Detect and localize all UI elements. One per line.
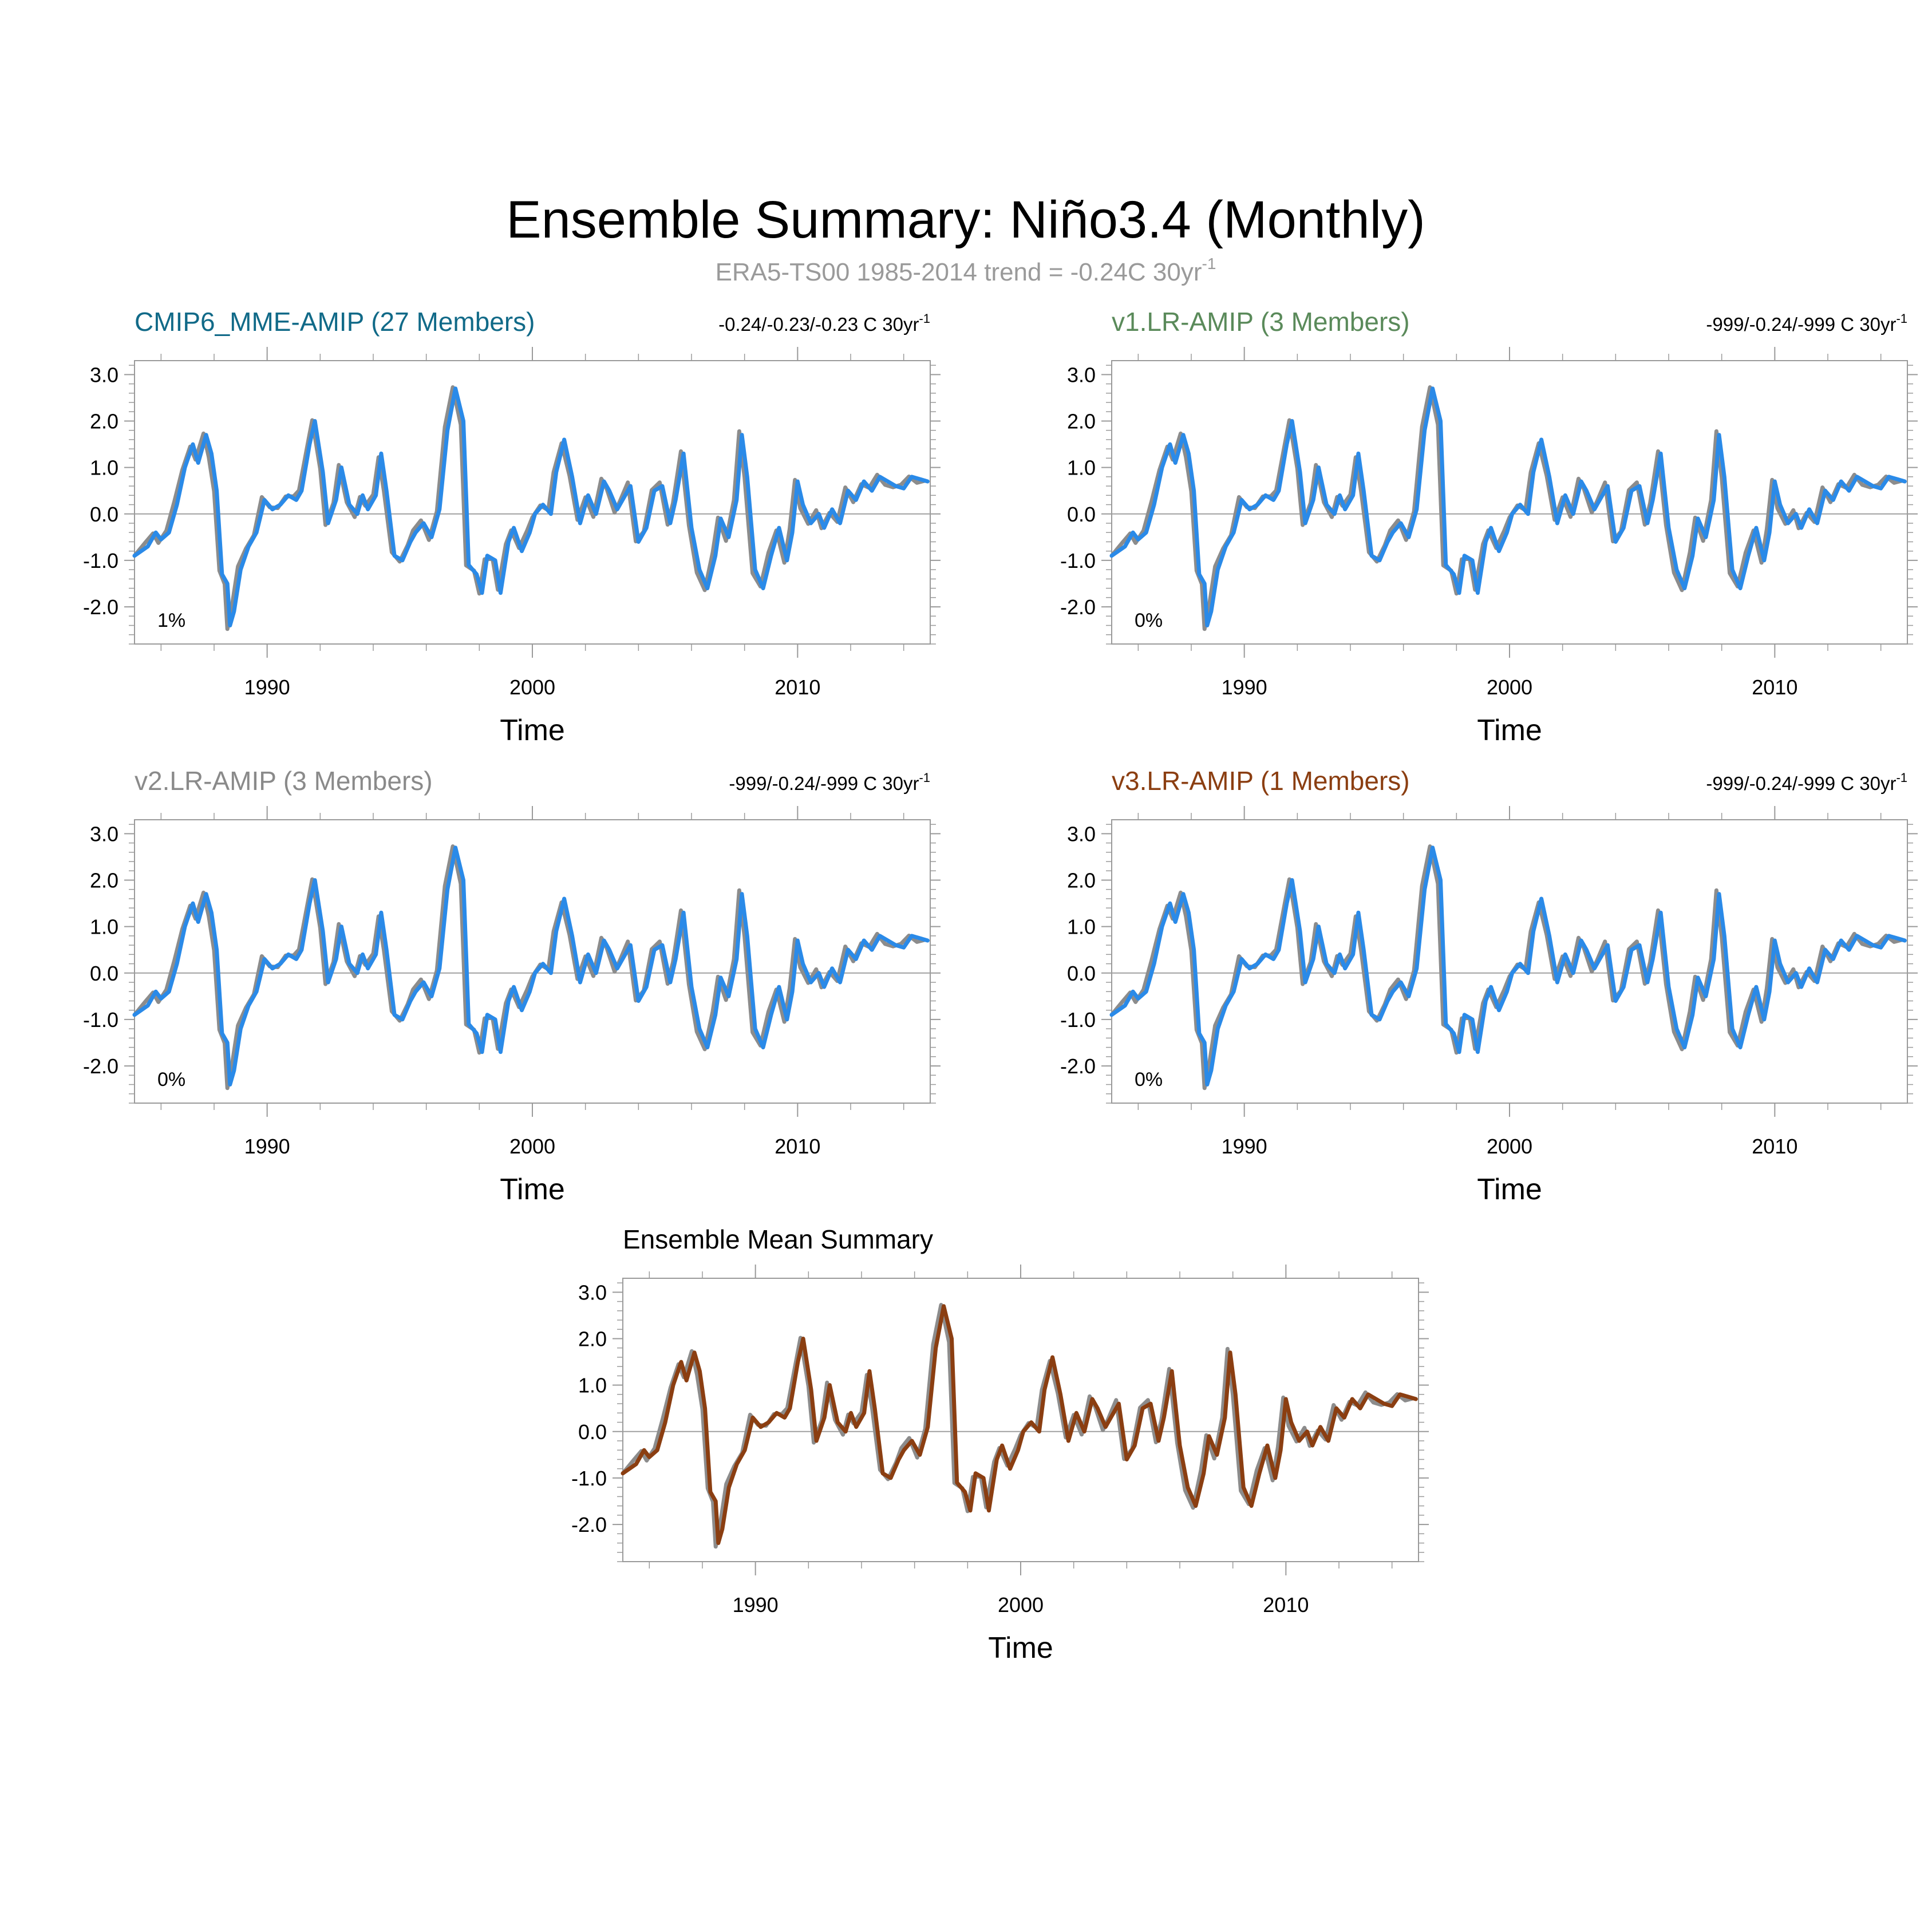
x-tick-label: 2000 <box>509 1135 555 1158</box>
panels: -2.0 -1.0 0.0 1.0 2.0 3.0 1990 2000 2010 1% CMIP6_… <box>83 307 1918 1665</box>
y-tick-label: 2.0 <box>90 409 118 433</box>
y-tick-label: 2.0 <box>578 1327 607 1350</box>
x-tick-label: 2000 <box>509 675 555 699</box>
x-tick-label: 2010 <box>1263 1593 1309 1617</box>
y-tick-label: 3.0 <box>578 1281 607 1304</box>
x-tick-label: 2010 <box>1752 1135 1797 1158</box>
series-line-observed <box>132 844 927 1091</box>
y-tick-label: -2.0 <box>571 1513 607 1536</box>
y-tick-label: 2.0 <box>1067 868 1096 892</box>
panel-trend-text: -999/-0.24/-999 C 30yr <box>1706 314 1896 335</box>
x-tick-label: 2010 <box>1752 675 1797 699</box>
panel-trend: -0.24/-0.23/-0.23 C 30yr-1 <box>718 311 930 335</box>
y-tick-label: 3.0 <box>90 822 118 846</box>
y-tick-label: -2.0 <box>83 595 118 619</box>
series-line-observed <box>1109 385 1905 631</box>
panel-p4: -2.0 -1.0 0.0 1.0 2.0 3.0 1990 2000 2010 0% v3.LR-… <box>1060 766 1918 1206</box>
x-tick-label: 1990 <box>1222 1135 1267 1158</box>
y-tick-label: 0.0 <box>90 503 118 526</box>
panel-title: v3.LR-AMIP (1 Members) <box>1112 766 1410 796</box>
series-line-model <box>621 1304 1418 1545</box>
panel-p3: -2.0 -1.0 0.0 1.0 2.0 3.0 1990 2000 2010 0% v2.LR-… <box>83 766 941 1206</box>
panel-trend: -999/-0.24/-999 C 30yr-1 <box>1706 771 1907 794</box>
figure-subtitle: ERA5-TS00 1985-2014 trend = -0.24C 30yr-… <box>716 255 1216 286</box>
panel-p2: -2.0 -1.0 0.0 1.0 2.0 3.0 1990 2000 2010 0% v1.LR-… <box>1060 307 1918 747</box>
y-tick-label: 3.0 <box>90 363 118 386</box>
x-axis-label: Time <box>500 714 565 747</box>
x-tick-label: 1990 <box>244 1135 290 1158</box>
x-axis-label: Time <box>988 1631 1053 1665</box>
figure-title: Ensemble Summary: Niño3.4 (Monthly) <box>506 191 1425 249</box>
panel-title: v1.LR-AMIP (3 Members) <box>1112 307 1410 337</box>
y-tick-label: -1.0 <box>1060 1008 1096 1032</box>
percent-label: 0% <box>157 1069 185 1091</box>
panel-trend-sup: -1 <box>919 771 930 785</box>
panel-trend-text: -999/-0.24/-999 C 30yr <box>1706 773 1896 794</box>
x-tick-label: 2010 <box>775 675 820 699</box>
y-tick-label: 0.0 <box>1067 962 1096 985</box>
x-tick-label: 1990 <box>1222 675 1267 699</box>
y-tick-label: 3.0 <box>1067 822 1096 846</box>
y-tick-label: 2.0 <box>90 868 118 892</box>
x-tick-label: 2000 <box>1487 1135 1532 1158</box>
panel-trend: -999/-0.24/-999 C 30yr-1 <box>1706 311 1907 335</box>
y-tick-label: 1.0 <box>90 456 118 480</box>
figure-subtitle-sup: -1 <box>1202 255 1216 272</box>
percent-label: 0% <box>1135 1069 1163 1091</box>
series-line-observed <box>621 1303 1416 1549</box>
y-tick-label: -2.0 <box>83 1054 118 1078</box>
panel-trend-text: -999/-0.24/-999 C 30yr <box>729 773 919 794</box>
y-tick-label: 0.0 <box>1067 503 1096 526</box>
panel-title: v2.LR-AMIP (3 Members) <box>135 766 433 796</box>
y-tick-label: -2.0 <box>1060 595 1096 619</box>
panel-p1: -2.0 -1.0 0.0 1.0 2.0 3.0 1990 2000 2010 1% CMIP6_… <box>83 307 941 747</box>
series-line-model <box>1109 386 1907 627</box>
y-tick-label: 3.0 <box>1067 363 1096 386</box>
y-tick-label: -1.0 <box>571 1467 607 1490</box>
x-axis-label: Time <box>1477 1173 1542 1206</box>
series-line-observed <box>132 385 927 631</box>
y-tick-label: -1.0 <box>1060 549 1096 572</box>
y-tick-label: 1.0 <box>1067 915 1096 939</box>
x-axis-label: Time <box>500 1173 565 1206</box>
series-line-model <box>132 846 930 1086</box>
panel-p5: -2.0 -1.0 0.0 1.0 2.0 3.0 1990 2000 2010 Ensemble… <box>571 1224 1429 1665</box>
panel-trend-sup: -1 <box>1896 771 1907 785</box>
panel-trend-sup: -1 <box>919 311 930 326</box>
y-tick-label: 0.0 <box>578 1420 607 1444</box>
x-tick-label: 2000 <box>998 1593 1044 1617</box>
x-tick-label: 1990 <box>733 1593 779 1617</box>
panel-trend-text: -0.24/-0.23/-0.23 C 30yr <box>718 314 919 335</box>
panel-title: CMIP6_MME-AMIP (27 Members) <box>135 307 535 337</box>
x-tick-label: 2000 <box>1487 675 1532 699</box>
percent-label: 0% <box>1135 610 1163 631</box>
y-tick-label: 1.0 <box>90 915 118 939</box>
y-tick-label: 0.0 <box>90 962 118 985</box>
percent-label: 1% <box>157 610 185 631</box>
y-tick-label: 2.0 <box>1067 409 1096 433</box>
series-line-model <box>1109 846 1907 1086</box>
figure-subtitle-text: ERA5-TS00 1985-2014 trend = -0.24C 30yr <box>716 258 1202 286</box>
y-tick-label: 1.0 <box>578 1374 607 1397</box>
panel-title: Ensemble Mean Summary <box>623 1224 933 1254</box>
y-tick-label: -2.0 <box>1060 1054 1096 1078</box>
x-tick-label: 2010 <box>775 1135 820 1158</box>
y-tick-label: -1.0 <box>83 549 118 572</box>
series-line-observed <box>1109 844 1905 1091</box>
panel-trend-sup: -1 <box>1896 311 1907 326</box>
series-line-model <box>132 386 930 627</box>
y-tick-label: 1.0 <box>1067 456 1096 480</box>
y-tick-label: -1.0 <box>83 1008 118 1032</box>
x-tick-label: 1990 <box>244 675 290 699</box>
x-axis-label: Time <box>1477 714 1542 747</box>
panel-trend: -999/-0.24/-999 C 30yr-1 <box>729 771 930 794</box>
